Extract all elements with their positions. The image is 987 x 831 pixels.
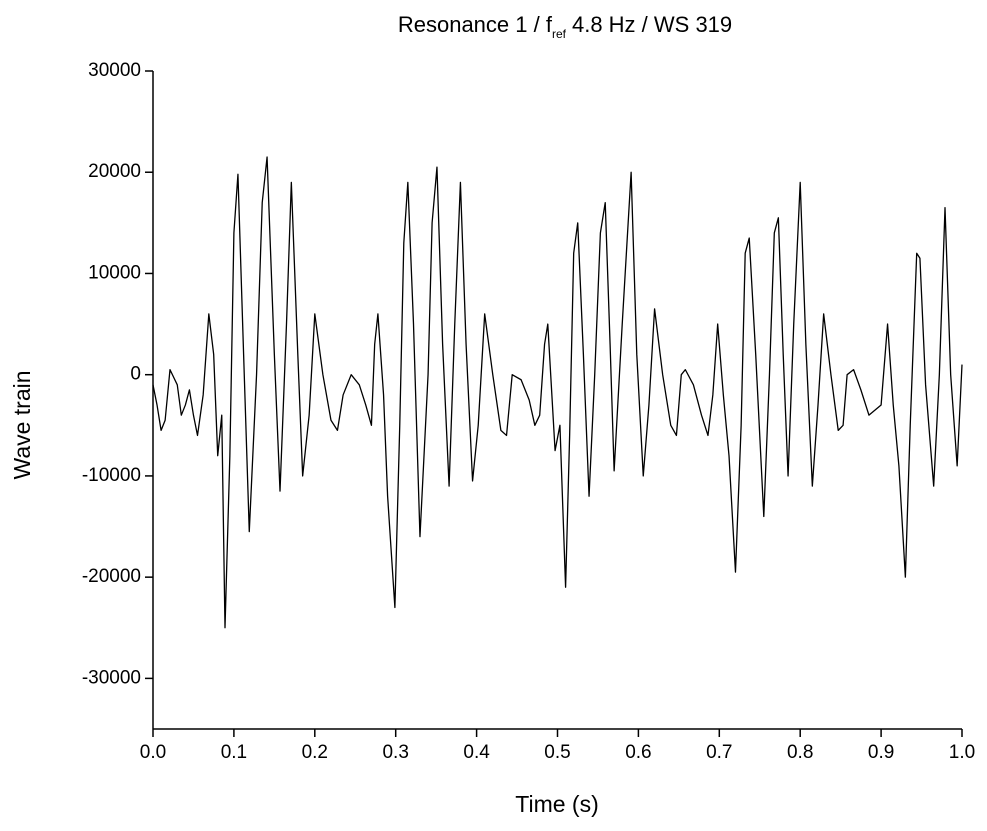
x-tick-label: 0.1 bbox=[221, 742, 247, 763]
chart-title: Resonance 1 / fref 4.8 Hz / WS 319 bbox=[398, 12, 732, 41]
x-tick-label: 0.0 bbox=[140, 742, 166, 763]
title-subscript: ref bbox=[552, 27, 567, 41]
y-tick-label: -20000 bbox=[82, 566, 141, 587]
y-axis-label: Wave train bbox=[9, 370, 35, 479]
y-tick-label: -10000 bbox=[82, 465, 141, 486]
title-suffix: 4.8 Hz / WS 319 bbox=[572, 12, 732, 37]
y-tick-label: -30000 bbox=[82, 667, 141, 688]
y-tick-label: 0 bbox=[130, 364, 141, 385]
x-tick-label: 1.0 bbox=[949, 742, 975, 763]
x-tick-label: 0.3 bbox=[382, 742, 408, 763]
title-main: Resonance 1 / f bbox=[398, 12, 553, 37]
x-axis-label: Time (s) bbox=[515, 791, 598, 817]
x-tick-label: 0.2 bbox=[302, 742, 328, 763]
x-tick-label: 0.8 bbox=[787, 742, 813, 763]
x-tick-label: 0.7 bbox=[706, 742, 732, 763]
x-tick-label: 0.6 bbox=[625, 742, 651, 763]
x-tick-label: 0.9 bbox=[868, 742, 894, 763]
y-tick-label: 20000 bbox=[88, 161, 141, 182]
x-tick-label: 0.5 bbox=[544, 742, 570, 763]
y-tick-label: 30000 bbox=[88, 60, 141, 81]
y-tick-label: 10000 bbox=[88, 262, 141, 283]
x-tick-label: 0.4 bbox=[463, 742, 490, 763]
data-line bbox=[152, 156, 963, 629]
